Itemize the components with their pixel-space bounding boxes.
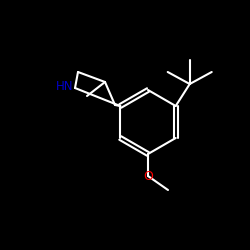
Text: O: O — [143, 170, 153, 183]
Text: HN: HN — [56, 80, 74, 92]
